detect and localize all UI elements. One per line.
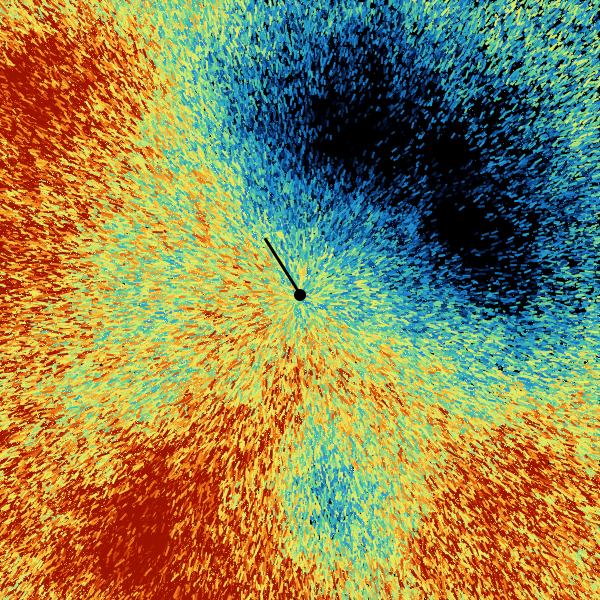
image-viewport [0,0,600,600]
radial-speckle-field [0,0,600,600]
